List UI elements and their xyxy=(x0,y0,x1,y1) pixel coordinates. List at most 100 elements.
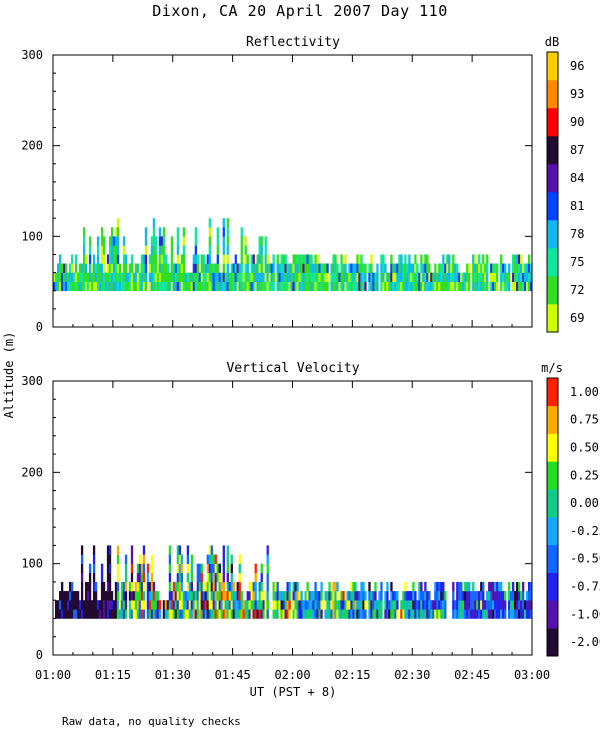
heatmap-cell xyxy=(352,272,355,282)
heatmap-cell xyxy=(106,609,110,619)
heatmap-cell xyxy=(274,600,277,610)
heatmap-cell xyxy=(80,281,84,292)
heatmap-cell xyxy=(282,272,285,282)
heatmap-cell xyxy=(116,563,120,574)
heatmap-cell xyxy=(402,600,405,610)
heatmap-cell xyxy=(334,600,337,610)
heatmap-cell xyxy=(344,272,347,282)
heatmap-cell xyxy=(462,591,465,601)
heatmap-cell xyxy=(420,254,423,264)
heatmap-cell xyxy=(496,600,499,610)
heatmap-cell xyxy=(460,281,463,292)
heatmap-cell xyxy=(350,609,353,619)
heatmap-cell xyxy=(516,581,519,592)
heatmap-cell xyxy=(148,272,152,282)
heatmap-cell xyxy=(106,600,110,610)
heatmap-cell xyxy=(214,272,217,282)
heatmap-cell xyxy=(176,272,180,282)
colorbar-label: 0.50 xyxy=(570,441,599,455)
heatmap-cell xyxy=(244,263,247,273)
heatmap-cell xyxy=(118,600,122,610)
heatmap-cell xyxy=(212,554,215,564)
heatmap-cell xyxy=(258,236,261,246)
heatmap-cell xyxy=(110,281,114,292)
heatmap-cell xyxy=(458,591,461,601)
heatmap-cell xyxy=(210,554,213,564)
heatmap-cell xyxy=(258,281,261,292)
heatmap-cell xyxy=(332,272,335,282)
heatmap-cell xyxy=(280,281,283,292)
heatmap-cell xyxy=(282,591,285,601)
heatmap-cell xyxy=(290,272,293,282)
heatmap-cell xyxy=(286,281,289,292)
heatmap-cell xyxy=(396,591,399,601)
heatmap-cell xyxy=(222,245,225,255)
heatmap-cell xyxy=(298,254,301,264)
heatmap-cell xyxy=(240,281,243,292)
heatmap-cell xyxy=(258,254,261,264)
heatmap-cell xyxy=(356,609,359,619)
heatmap-cell xyxy=(378,609,381,619)
heatmap-cell xyxy=(138,554,142,564)
heatmap-cell xyxy=(456,600,459,610)
heatmap-cell xyxy=(408,281,411,292)
colorbar-swatch xyxy=(547,628,558,657)
heatmap-cell xyxy=(304,609,307,619)
heatmap-cell xyxy=(212,591,215,601)
heatmap-cell xyxy=(222,254,225,264)
heatmap-cell xyxy=(270,281,273,292)
heatmap-cell xyxy=(246,254,249,264)
heatmap-cell xyxy=(218,600,221,610)
heatmap-cell xyxy=(410,600,413,610)
heatmap-cell xyxy=(156,263,160,273)
colorbar-label: -0.50 xyxy=(570,552,600,566)
heatmap-cell xyxy=(82,263,86,273)
heatmap-cell xyxy=(196,263,199,273)
heatmap-cell xyxy=(442,254,445,264)
heatmap-cell xyxy=(80,272,84,282)
heatmap-cell xyxy=(70,581,74,592)
heatmap-cell xyxy=(198,600,201,610)
heatmap-cell xyxy=(308,281,311,292)
heatmap-cell xyxy=(190,591,194,601)
colorbar-label: 0.25 xyxy=(570,468,599,482)
heatmap-cell xyxy=(230,272,233,282)
heatmap-cell xyxy=(258,263,261,273)
heatmap-cell xyxy=(236,581,239,592)
heatmap-cell xyxy=(64,600,68,610)
heatmap-cell xyxy=(53,272,56,282)
heatmap-cell xyxy=(416,600,419,610)
heatmap-cell xyxy=(80,554,84,564)
heatmap-cell xyxy=(424,609,427,619)
heatmap-cell xyxy=(234,263,237,273)
heatmap-cell xyxy=(526,609,529,619)
heatmap-cell xyxy=(100,591,104,601)
heatmap-cell xyxy=(430,281,433,292)
heatmap-cell xyxy=(78,281,82,292)
heatmap-cell xyxy=(436,272,439,282)
heatmap-cell xyxy=(176,554,180,564)
heatmap-cell xyxy=(524,600,527,610)
heatmap-cell xyxy=(226,236,229,246)
heatmap-cell xyxy=(446,281,449,292)
heatmap-cell xyxy=(114,245,118,255)
heatmap-cell xyxy=(344,281,347,292)
heatmap-cell xyxy=(200,581,203,592)
heatmap-cell xyxy=(394,263,397,273)
heatmap-cell xyxy=(74,591,78,601)
heatmap-cell xyxy=(96,263,100,273)
heatmap-cell xyxy=(376,281,379,292)
heatmap-cell xyxy=(450,272,453,282)
heatmap-cell xyxy=(136,263,140,273)
heatmap-cell xyxy=(354,281,357,292)
heatmap-cell xyxy=(518,272,521,282)
heatmap-cell xyxy=(68,272,72,282)
heatmap-cell xyxy=(508,581,511,592)
heatmap-cell xyxy=(512,581,515,592)
heatmap-cell xyxy=(152,227,156,237)
heatmap-cell xyxy=(372,609,375,619)
heatmap-cell xyxy=(124,263,128,273)
heatmap-cell xyxy=(276,591,279,601)
heatmap-cell xyxy=(180,263,184,273)
heatmap-cell xyxy=(350,581,353,592)
